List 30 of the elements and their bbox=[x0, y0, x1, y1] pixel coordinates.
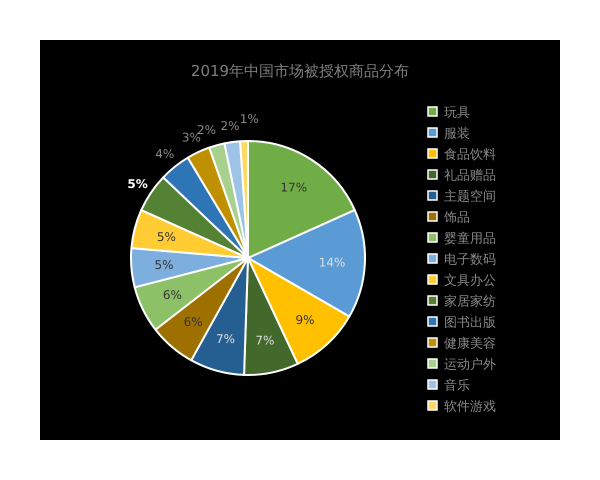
data-label: 7% bbox=[255, 334, 274, 348]
data-label: 6% bbox=[184, 314, 203, 329]
legend-label: 主题空间 bbox=[444, 188, 496, 204]
legend-label: 电子数码 bbox=[444, 252, 496, 268]
data-label: 2% bbox=[196, 122, 216, 137]
legend-label: 礼品赠品 bbox=[444, 168, 496, 184]
legend-label: 服装 bbox=[444, 126, 470, 142]
data-label: 6% bbox=[162, 288, 182, 302]
legend-label: 图书出版 bbox=[444, 316, 496, 330]
legend-label: 玩具 bbox=[444, 106, 470, 120]
data-label: 4% bbox=[155, 147, 174, 162]
legend-label: 家居家纺 bbox=[444, 294, 496, 310]
chart-title: 2019年中国市场被授权商品分布 bbox=[190, 62, 410, 80]
data-label: 1% bbox=[240, 112, 259, 126]
legend-label: 软件游戏 bbox=[444, 400, 496, 414]
legend-label: 饰品 bbox=[443, 210, 470, 226]
data-label: 5% bbox=[127, 176, 148, 191]
data-label: 14% bbox=[318, 255, 346, 270]
data-label: 17% bbox=[280, 180, 308, 194]
legend-label: 食品饮料 bbox=[444, 148, 496, 162]
data-label: 9% bbox=[295, 313, 315, 328]
legend-label: 运动户外 bbox=[444, 358, 496, 372]
legend-label: 文具办公 bbox=[444, 274, 496, 288]
data-label: 2% bbox=[220, 119, 240, 134]
legend-label: 音乐 bbox=[444, 378, 470, 394]
data-label: 5% bbox=[156, 230, 176, 244]
data-label: 5% bbox=[154, 258, 174, 272]
legend-label: 健康美容 bbox=[444, 336, 496, 352]
data-label: 7% bbox=[216, 332, 236, 346]
legend-label: 婴童用品 bbox=[444, 230, 496, 246]
